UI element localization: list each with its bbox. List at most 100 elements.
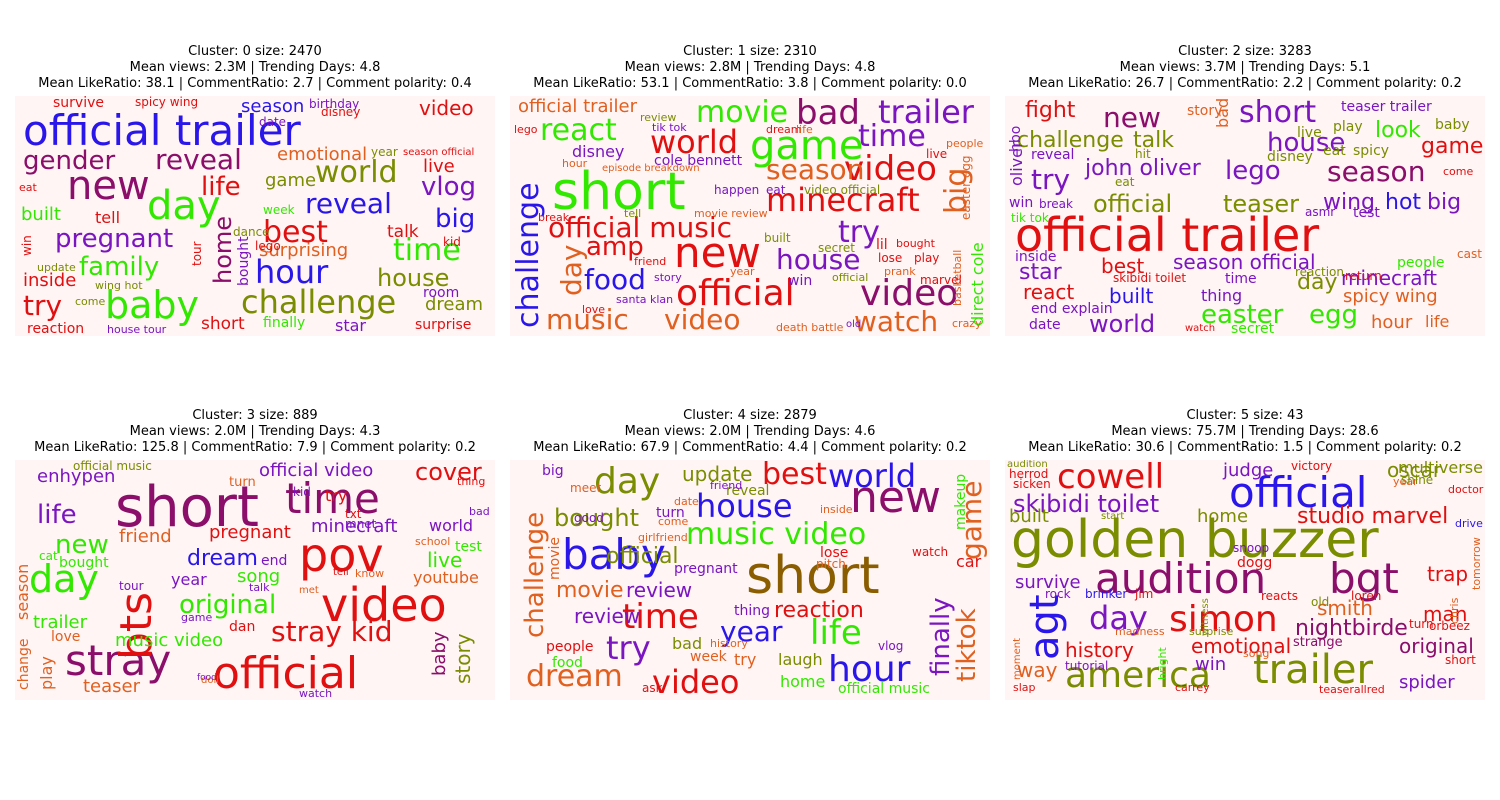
cloud-word: movie — [556, 578, 624, 603]
cloud-word: short — [115, 475, 259, 540]
cloud-word: dream — [526, 659, 623, 694]
cloud-word: gender — [23, 146, 116, 176]
cloud-word: met — [299, 585, 319, 596]
cloud-word: school — [415, 535, 451, 548]
cloud-word: live — [926, 147, 948, 161]
cloud-word: hour — [1371, 312, 1413, 333]
cloud-word: wing — [1323, 190, 1376, 215]
cloud-word: tell — [624, 207, 642, 220]
cloud-word: challenge — [511, 182, 546, 328]
cluster-title-line: Cluster: 1 size: 2310 — [683, 44, 817, 59]
cluster-title-line: Mean views: 3.7M | Trending Days: 5.1 — [1119, 60, 1371, 75]
cloud-word: talk — [249, 581, 270, 594]
cloud-word: laugh — [778, 650, 823, 669]
cloud-word: hit — [1135, 147, 1151, 161]
cluster-title-line: Mean LikeRatio: 30.6 | CommentRatio: 1.5… — [1028, 440, 1462, 455]
cloud-word: emotional — [1191, 634, 1292, 658]
cloud-word: finally — [263, 315, 306, 331]
cloud-word: inside — [820, 503, 853, 516]
cloud-word: home — [209, 215, 237, 284]
cluster-title-line: Mean LikeRatio: 38.1 | CommentRatio: 2.7… — [38, 76, 472, 91]
cloud-word: good — [574, 511, 604, 525]
cloud-word: short — [201, 314, 245, 334]
cloud-word: try — [734, 650, 757, 669]
word-cloud-4: short new baby day best world house music video… — [510, 460, 990, 700]
cloud-word: react — [540, 113, 617, 148]
cloud-word: prank — [884, 265, 916, 278]
cloud-word: love — [582, 303, 606, 316]
cloud-word: teaser trailer — [1341, 99, 1432, 115]
cloud-word: pregnant — [674, 561, 738, 577]
cloud-word: official — [213, 648, 359, 699]
word-cloud-0: official trailer new day baby reveal gender wo… — [15, 96, 495, 336]
cloud-word: snoop — [1233, 541, 1270, 555]
cloud-word: witness — [1200, 598, 1211, 636]
cloud-word: return — [1345, 269, 1382, 283]
cloud-word: room — [423, 285, 460, 301]
cloud-word: season — [1327, 155, 1426, 188]
cloud-word: try — [23, 289, 63, 322]
cloud-word: home — [1197, 506, 1249, 527]
cloud-word: lego — [514, 123, 538, 136]
cloud-word: break — [1039, 197, 1073, 211]
word-cloud-2: official trailer short new fight house challe… — [1005, 96, 1485, 336]
cloud-word: world — [828, 460, 917, 495]
cloud-word: tik tok — [652, 121, 687, 134]
cloud-word: official trailer — [518, 96, 638, 117]
cloud-word: best — [762, 460, 827, 492]
cloud-word: official trailer — [23, 106, 301, 155]
cloud-word: watch — [854, 305, 939, 336]
cloud-word: day — [1297, 270, 1338, 295]
cloud-word: movie — [547, 537, 563, 580]
cloud-word: life — [37, 500, 77, 530]
cloud-word: challenge — [520, 511, 550, 638]
cloud-word: jim — [1135, 587, 1154, 601]
cloud-word: year — [720, 615, 783, 648]
cloud-word: game — [1421, 134, 1484, 159]
cloud-word: youtube — [413, 568, 479, 587]
cloud-word: food — [552, 655, 583, 671]
cloud-word: watch — [912, 545, 949, 559]
cloud-word: video — [652, 663, 740, 700]
cloud-word: time — [858, 119, 926, 154]
cloud-word: kid — [443, 235, 461, 249]
cloud-word: day — [1089, 599, 1148, 637]
cloud-word: simon — [1169, 599, 1278, 640]
cloud-word: way — [1017, 658, 1058, 682]
cloud-word: week — [263, 203, 295, 217]
cloud-word: video — [419, 96, 474, 120]
cloud-word: built — [21, 204, 61, 225]
cloud-word: thing — [734, 603, 771, 619]
cloud-word: amp — [586, 232, 644, 262]
cloud-word: brinker — [1085, 587, 1128, 601]
cloud-word: short — [1445, 653, 1476, 667]
cloud-word: music video — [686, 517, 867, 552]
cloud-word: lose — [820, 545, 849, 561]
cloud-word: official — [832, 271, 869, 284]
cloud-word: sicken — [1013, 477, 1051, 491]
cloud-word: bright — [1156, 647, 1169, 680]
cloud-word: madness — [1115, 625, 1165, 638]
cloud-word: reveal — [155, 143, 242, 176]
cloud-word: herrod — [1009, 467, 1049, 481]
cloud-word: trap — [1427, 562, 1469, 586]
cloud-word: live — [1297, 125, 1322, 141]
cloud-word: movie review — [694, 207, 768, 220]
cloud-word: talk — [1133, 128, 1174, 153]
cloud-word: bgt — [1329, 554, 1399, 603]
cloud-word: official — [676, 273, 795, 314]
cloud-word: house — [377, 264, 450, 292]
cluster-title-line: Mean LikeRatio: 26.7 | CommentRatio: 2.2… — [1028, 76, 1462, 91]
cloud-word: bought — [59, 555, 109, 571]
cloud-word: change — [16, 638, 32, 690]
cloud-word: people — [946, 137, 984, 150]
cloud-word: stray kid — [271, 615, 393, 648]
cloud-word: eat — [1115, 175, 1135, 189]
cloud-word: oscar — [1387, 460, 1442, 482]
cloud-word: reveal — [305, 187, 392, 220]
cloud-word: teaserallred — [1319, 683, 1385, 696]
cloud-word: hour — [255, 253, 329, 291]
cloud-word: time — [285, 474, 380, 523]
cluster-title-line: Mean views: 2.8M | Trending Days: 4.8 — [624, 60, 876, 75]
cloud-word: end explain — [1031, 301, 1113, 317]
